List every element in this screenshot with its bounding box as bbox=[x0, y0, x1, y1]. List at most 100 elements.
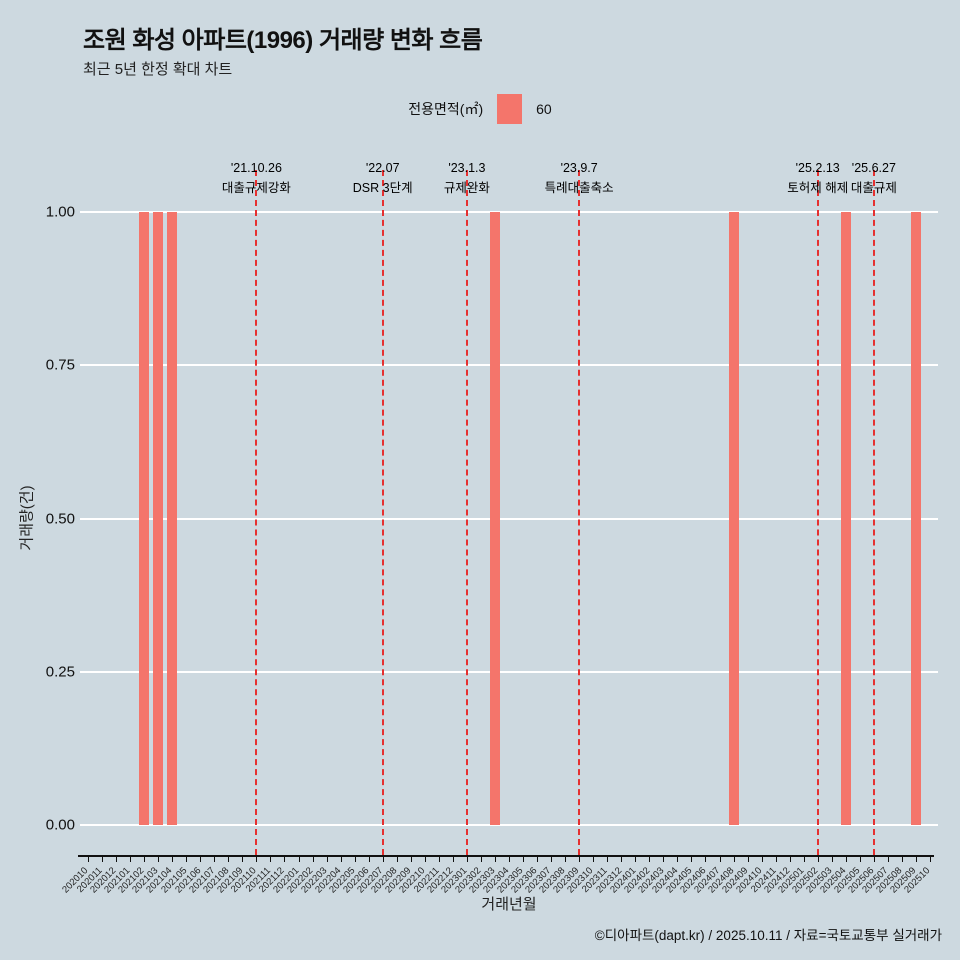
x-tick-mark bbox=[537, 857, 539, 862]
x-tick-mark bbox=[270, 857, 272, 862]
gridline-0.00 bbox=[80, 824, 938, 826]
x-axis: 202010 202011 202012 202101 202102 202103 2021… bbox=[60, 855, 934, 895]
x-tick-mark bbox=[845, 857, 847, 862]
x-tick-mark bbox=[214, 857, 216, 862]
x-tick-mark bbox=[312, 857, 314, 862]
x-tick-mark bbox=[873, 857, 875, 862]
plot-area: 0.00 0.25 0.50 0.75 1.00 '21.10.26 대출규제강화 '22.0… bbox=[46, 161, 938, 855]
x-tick-mark bbox=[789, 857, 791, 862]
x-tick-mark bbox=[410, 857, 412, 862]
x-tick-mark bbox=[326, 857, 328, 862]
x-tick-mark bbox=[803, 857, 805, 862]
y-tick-label: 1.00 bbox=[45, 203, 75, 221]
x-tick-mark bbox=[887, 857, 889, 862]
event-label: 대출규제 bbox=[850, 181, 897, 195]
y-tick-label: 0.25 bbox=[45, 663, 75, 681]
gridline-0.25 bbox=[80, 670, 938, 673]
x-tick-mark bbox=[579, 857, 581, 862]
x-tick-mark bbox=[607, 857, 609, 862]
bar-202104 bbox=[167, 212, 178, 825]
event-label: 특례대출축소 bbox=[544, 181, 614, 195]
x-tick-mark bbox=[228, 857, 230, 862]
x-tick-mark bbox=[663, 857, 665, 862]
event-label: 규제완화 bbox=[443, 181, 490, 195]
event-label: 토허제 해제 bbox=[787, 181, 849, 195]
x-tick-mark bbox=[130, 857, 132, 862]
event-line-202301 bbox=[465, 170, 468, 855]
x-tick-mark bbox=[565, 857, 567, 862]
x-tick-mark bbox=[102, 857, 104, 862]
event-date: '22.07 bbox=[365, 161, 400, 175]
x-tick-mark bbox=[88, 857, 89, 862]
x-tick-mark bbox=[691, 857, 693, 862]
event-annotation-202110: '21.10.26 대출규제강화 bbox=[222, 158, 291, 198]
event-line-202110 bbox=[255, 170, 258, 855]
event-line-202309 bbox=[578, 170, 581, 855]
footer-credit: ©디아파트(dapt.kr) / 2025.10.11 / 자료=국토교통부 실… bbox=[594, 928, 942, 943]
x-tick-mark bbox=[523, 857, 525, 862]
x-tick-mark bbox=[551, 857, 553, 862]
x-axis-line bbox=[78, 855, 934, 857]
x-tick-mark bbox=[930, 857, 931, 862]
event-date: '25.2.13 bbox=[795, 161, 840, 175]
x-tick-mark bbox=[901, 857, 903, 862]
x-tick-mark bbox=[256, 857, 258, 862]
x-tick-mark bbox=[158, 857, 160, 862]
bar-202303 bbox=[489, 212, 500, 825]
x-tick-mark bbox=[705, 857, 707, 862]
x-tick-mark bbox=[621, 857, 623, 862]
x-tick-mark bbox=[452, 857, 454, 862]
x-tick-mark bbox=[747, 857, 749, 862]
x-axis-title: 거래년월 bbox=[481, 896, 537, 913]
y-tick-label: 0.00 bbox=[45, 816, 75, 834]
x-tick-mark bbox=[200, 857, 202, 862]
event-date: '25.6.27 bbox=[851, 161, 896, 175]
x-tick-mark bbox=[466, 857, 468, 862]
event-annotation-202301: '23.1.3 규제완화 bbox=[444, 158, 490, 198]
x-tick-mark bbox=[761, 857, 763, 862]
gridline-0.75 bbox=[80, 364, 938, 367]
x-tick-mark bbox=[396, 857, 398, 862]
x-tick-mark bbox=[382, 857, 384, 862]
event-line-202502 bbox=[816, 170, 819, 855]
event-line-202207 bbox=[381, 170, 384, 855]
bar-202102 bbox=[139, 212, 150, 825]
event-annotation-202506: '25.6.27 대출규제 bbox=[851, 158, 897, 198]
x-tick-mark bbox=[298, 857, 300, 862]
legend-item-label: 60 bbox=[536, 101, 552, 117]
event-annotation-202309: '23.9.7 특례대출축소 bbox=[545, 158, 614, 198]
event-annotation-202502: '25.2.13 토허제 해제 bbox=[787, 158, 848, 198]
x-tick-mark bbox=[593, 857, 595, 862]
x-tick-mark bbox=[368, 857, 370, 862]
bar-202504 bbox=[840, 212, 851, 825]
bar-202509 bbox=[910, 212, 921, 825]
legend-swatch-60 bbox=[497, 94, 523, 124]
event-date: '23.9.7 bbox=[560, 161, 598, 175]
x-tick-mark bbox=[677, 857, 679, 862]
x-tick-mark bbox=[635, 857, 637, 862]
event-line-202506 bbox=[872, 170, 875, 855]
event-date: '21.10.26 bbox=[230, 161, 282, 175]
x-tick-mark bbox=[354, 857, 356, 862]
x-tick-mark bbox=[649, 857, 651, 862]
event-label: 대출규제강화 bbox=[221, 181, 291, 195]
x-tick-mark bbox=[116, 857, 118, 862]
x-tick-mark bbox=[438, 857, 440, 862]
x-tick-mark bbox=[509, 857, 510, 862]
x-tick-mark bbox=[242, 857, 244, 862]
x-tick-mark bbox=[340, 857, 342, 862]
page-subtitle: 최근 5년 한정 확대 차트 bbox=[83, 61, 233, 78]
event-label: DSR 3단계 bbox=[352, 181, 413, 195]
legend-title: 전용면적(㎡) bbox=[408, 101, 484, 117]
x-tick-mark bbox=[424, 857, 426, 862]
event-date: '23.1.3 bbox=[448, 161, 486, 175]
x-tick-mark bbox=[144, 857, 146, 862]
x-tick-mark bbox=[775, 857, 777, 862]
x-tick-mark bbox=[817, 857, 819, 862]
y-tick-label: 0.50 bbox=[45, 510, 75, 527]
y-tick-label: 0.75 bbox=[45, 356, 75, 374]
event-annotation-202207: '22.07 DSR 3단계 bbox=[353, 158, 413, 198]
legend: 전용면적(㎡) 60 bbox=[0, 90, 960, 128]
x-tick-mark bbox=[915, 857, 917, 862]
x-tick-mark bbox=[186, 857, 188, 862]
